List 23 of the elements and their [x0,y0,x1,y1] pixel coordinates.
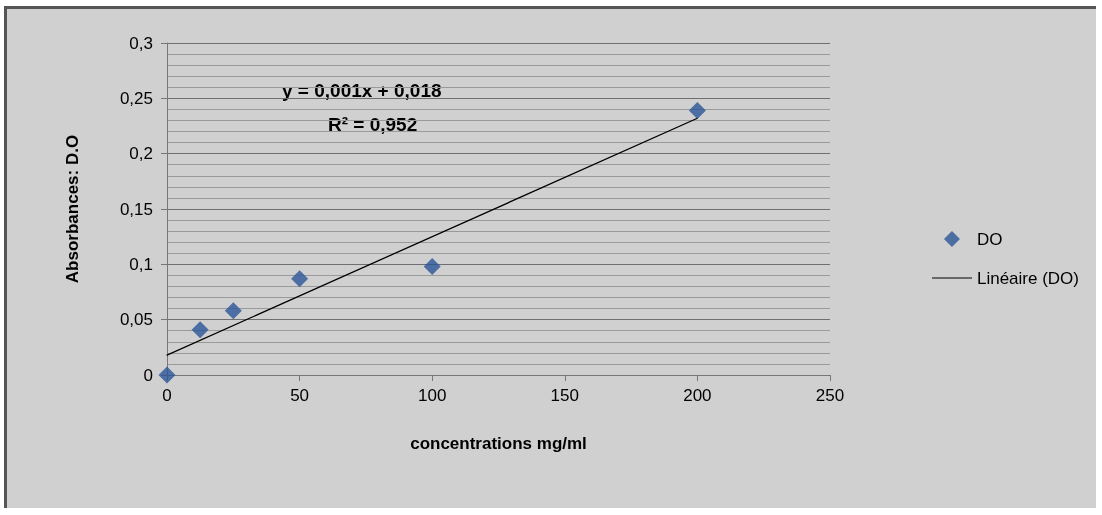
y-tick-label: 0,1 [129,254,153,274]
y-tick-label: 0,3 [129,33,153,53]
x-axis-title: concentrations mg/ml [410,434,587,453]
point [291,270,309,288]
x-tick-label: 100 [418,386,447,405]
legend-label: DO [976,229,1003,249]
y-tick-label: 0,25 [119,88,153,108]
point [688,102,706,120]
y-tick-label: 0,2 [129,144,153,164]
y-tick-label: 0 [143,365,153,385]
y-tick-label: 0,15 [119,199,153,219]
point [191,321,209,339]
point [224,302,242,320]
x-tick-label: 0 [162,386,172,405]
x-tick-label: 250 [815,386,845,405]
point [423,258,441,276]
point [158,366,176,384]
x-tick-label: 150 [550,386,579,405]
y-axis-title: Absorbances: D.O [63,134,82,284]
x-tick-label: 50 [290,386,310,405]
legend-label: Linéaire (DO) [976,268,1080,288]
x-tick-label: 200 [683,386,712,405]
y-tick-label: 0,05 [119,310,153,330]
